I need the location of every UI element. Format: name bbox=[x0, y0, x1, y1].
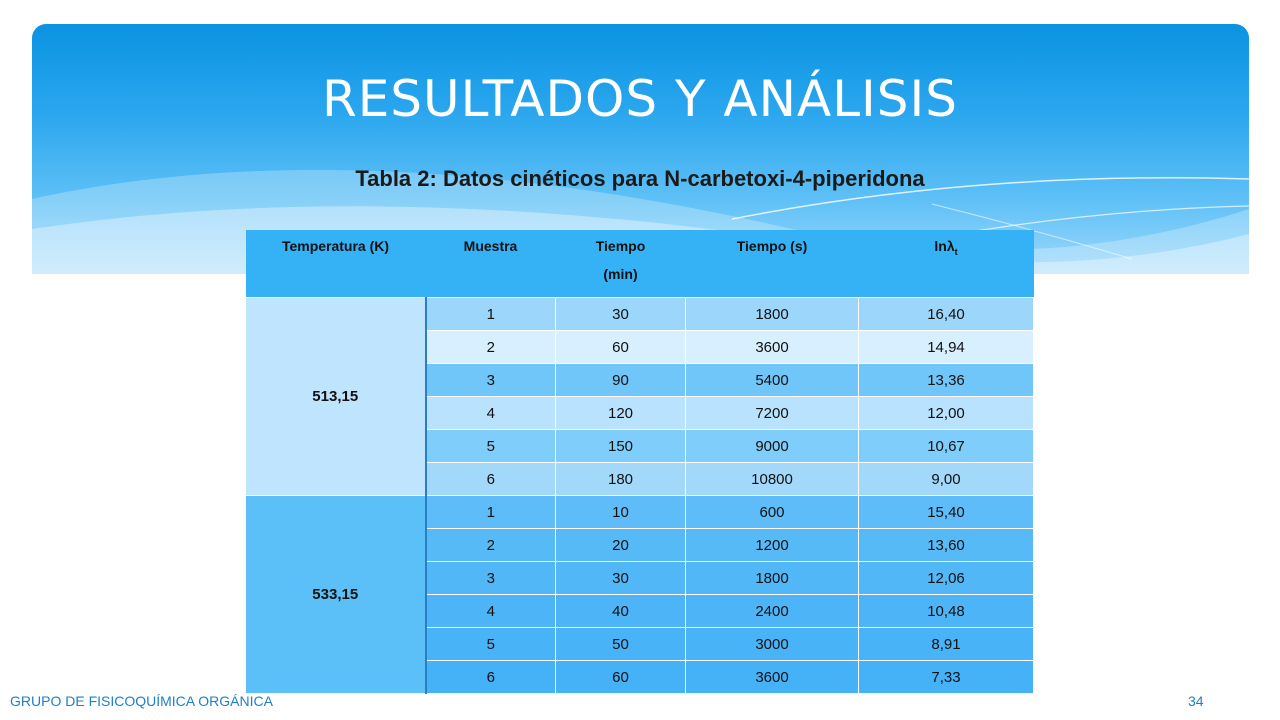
table-row: 2 20 1200 13,60 bbox=[246, 528, 1034, 562]
muestra-cell: 5 bbox=[425, 627, 556, 661]
tiempo-s-cell: 1800 bbox=[685, 297, 859, 331]
muestra-cell: 2 bbox=[425, 330, 556, 364]
header-tiempo-s: Tiempo (s) bbox=[685, 230, 859, 298]
table-row: 533,15 1 10 600 15,40 bbox=[245, 495, 1034, 694]
muestra-cell: 1 bbox=[425, 495, 556, 529]
ln-cell: 12,00 bbox=[858, 396, 1034, 430]
tiempo-min-cell: 60 bbox=[555, 330, 686, 364]
header-tiempo-min: Tiempo (min) bbox=[555, 230, 686, 298]
tiempo-min-cell: 40 bbox=[555, 594, 686, 628]
tiempo-min-cell: 150 bbox=[555, 429, 686, 463]
ln-cell: 7,33 bbox=[858, 660, 1034, 694]
footer-group-name: GRUPO DE FISICOQUÍMICA ORGÁNICA bbox=[10, 693, 273, 709]
tiempo-s-cell: 1200 bbox=[685, 528, 859, 562]
ln-cell: 10,67 bbox=[858, 429, 1034, 463]
header-muestra: Muestra bbox=[425, 230, 556, 298]
ln-cell: 15,40 bbox=[858, 495, 1034, 529]
tiempo-min-cell: 20 bbox=[555, 528, 686, 562]
group-513: 513,15 1 30 1800 16,40 2 60 3600 14,94 3… bbox=[245, 297, 1034, 496]
temperature-cell: 533,15 bbox=[245, 495, 427, 694]
muestra-cell: 6 bbox=[425, 462, 556, 496]
table-row: 3 30 1800 12,06 bbox=[246, 561, 1034, 595]
tiempo-min-cell: 120 bbox=[555, 396, 686, 430]
muestra-cell: 4 bbox=[425, 396, 556, 430]
table-row: 4 120 7200 12,00 bbox=[246, 396, 1034, 430]
tiempo-min-cell: 90 bbox=[555, 363, 686, 397]
table-caption: Tabla 2: Datos cinéticos para N-carbetox… bbox=[355, 166, 925, 191]
tiempo-min-cell: 30 bbox=[555, 561, 686, 595]
ln-cell: 12,06 bbox=[858, 561, 1034, 595]
tiempo-s-cell: 2400 bbox=[685, 594, 859, 628]
tiempo-min-cell: 180 bbox=[555, 462, 686, 496]
table-row: 6 180 10800 9,00 bbox=[246, 462, 1034, 496]
muestra-cell: 5 bbox=[425, 429, 556, 463]
page-title: RESULTADOS Y ANÁLISIS bbox=[321, 70, 959, 128]
tiempo-s-cell: 600 bbox=[685, 495, 859, 529]
group-533: 533,15 1 10 600 15,40 2 20 1200 13,60 3 … bbox=[245, 495, 1034, 694]
muestra-cell: 2 bbox=[425, 528, 556, 562]
table-row: 3 90 5400 13,36 bbox=[246, 363, 1034, 397]
ln-cell: 9,00 bbox=[858, 462, 1034, 496]
table-row: 5 150 9000 10,67 bbox=[246, 429, 1034, 463]
tiempo-s-cell: 3600 bbox=[685, 660, 859, 694]
header-ln-main: lnλ bbox=[934, 238, 955, 254]
table-row: 2 60 3600 14,94 bbox=[246, 330, 1034, 364]
tiempo-min-cell: 10 bbox=[555, 495, 686, 529]
temperature-cell: 513,15 bbox=[245, 297, 427, 496]
header-tiempo-min-line2: (min) bbox=[603, 266, 638, 282]
page-number: 34 bbox=[1188, 693, 1204, 709]
tiempo-s-cell: 1800 bbox=[685, 561, 859, 595]
muestra-cell: 3 bbox=[425, 363, 556, 397]
tiempo-min-cell: 50 bbox=[555, 627, 686, 661]
tiempo-s-cell: 5400 bbox=[685, 363, 859, 397]
tiempo-s-cell: 3600 bbox=[685, 330, 859, 364]
tiempo-s-cell: 10800 bbox=[685, 462, 859, 496]
table-header-row: Temperatura (K) Muestra Tiempo (min) Tie… bbox=[245, 230, 1034, 298]
tiempo-s-cell: 9000 bbox=[685, 429, 859, 463]
ln-cell: 14,94 bbox=[858, 330, 1034, 364]
tiempo-s-cell: 3000 bbox=[685, 627, 859, 661]
ln-cell: 8,91 bbox=[858, 627, 1034, 661]
header-ln-sub: t bbox=[954, 246, 958, 257]
muestra-cell: 1 bbox=[425, 297, 556, 331]
table-row: 513,15 1 30 1800 16,40 bbox=[245, 297, 1034, 496]
table-row: 6 60 3600 7,33 bbox=[246, 660, 1034, 694]
header-temperatura: Temperatura (K) bbox=[245, 230, 426, 298]
tiempo-s-cell: 7200 bbox=[685, 396, 859, 430]
kinetic-data-table: Temperatura (K) Muestra Tiempo (min) Tie… bbox=[245, 230, 1034, 694]
table-row: 5 50 3000 8,91 bbox=[246, 627, 1034, 661]
tiempo-min-cell: 30 bbox=[555, 297, 686, 331]
ln-cell: 13,36 bbox=[858, 363, 1034, 397]
header-ln-lambda: lnλt bbox=[858, 230, 1034, 298]
tiempo-min-cell: 60 bbox=[555, 660, 686, 694]
ln-cell: 13,60 bbox=[858, 528, 1034, 562]
muestra-cell: 4 bbox=[425, 594, 556, 628]
muestra-cell: 3 bbox=[425, 561, 556, 595]
ln-cell: 16,40 bbox=[858, 297, 1034, 331]
header-tiempo-min-line1: Tiempo bbox=[595, 238, 646, 254]
ln-cell: 10,48 bbox=[858, 594, 1034, 628]
muestra-cell: 6 bbox=[425, 660, 556, 694]
table-row: 4 40 2400 10,48 bbox=[246, 594, 1034, 628]
